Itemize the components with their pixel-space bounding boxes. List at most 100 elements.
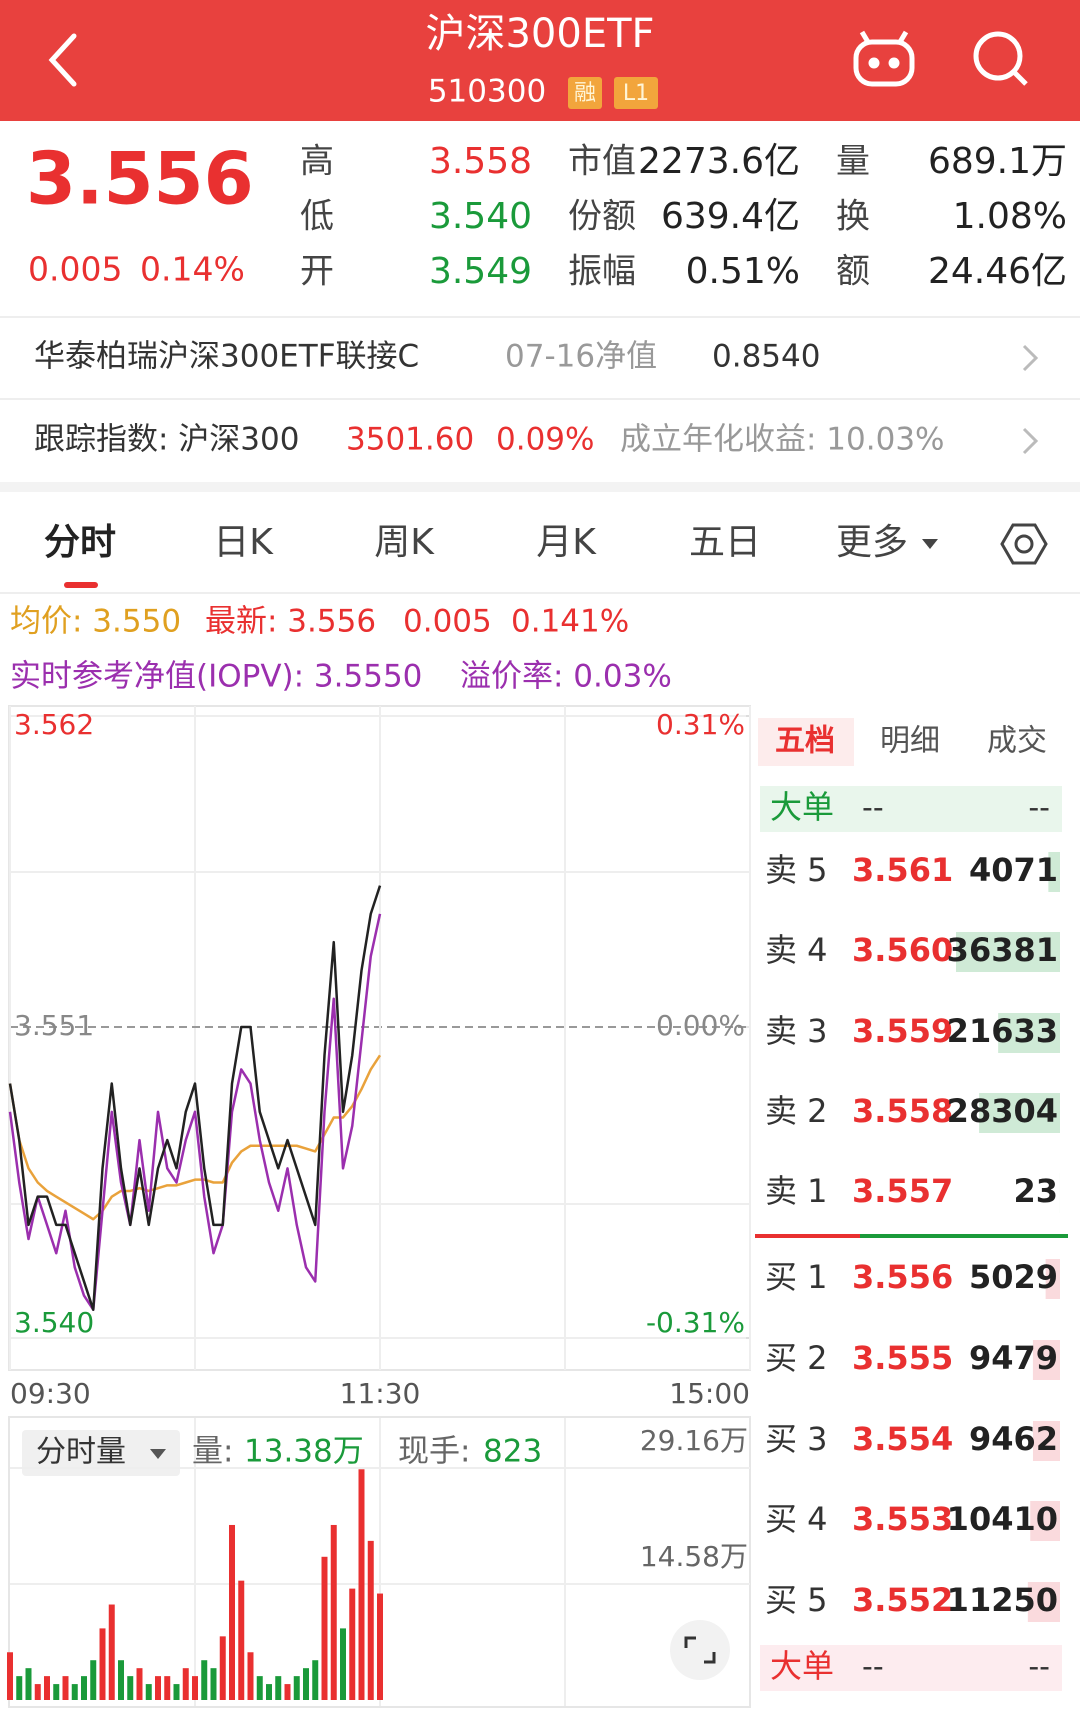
book-volume: 23 bbox=[1013, 1172, 1058, 1210]
book-price: 3.556 bbox=[852, 1258, 953, 1296]
book-volume: 10410 bbox=[947, 1500, 1058, 1538]
price-change-pct: 0.14% bbox=[140, 250, 245, 289]
big-order-value: -- bbox=[1028, 791, 1050, 826]
volume-bar bbox=[201, 1660, 208, 1700]
stat-value: 689.1万 bbox=[928, 141, 1067, 182]
volume-bar bbox=[164, 1676, 171, 1700]
fullscreen-button[interactable] bbox=[670, 1620, 730, 1680]
badge-bg bbox=[614, 77, 658, 109]
y-tick-label: 3.540 bbox=[14, 1306, 94, 1339]
book-price: 3.558 bbox=[852, 1092, 953, 1130]
book-tab[interactable]: 成交 bbox=[987, 724, 1047, 759]
volume-frame bbox=[8, 1416, 751, 1708]
settings-icon[interactable] bbox=[1000, 523, 1048, 565]
book-level: 卖 1 bbox=[765, 1172, 828, 1210]
volume-label: 量: bbox=[192, 1434, 233, 1470]
tab[interactable]: 更多 bbox=[836, 522, 908, 563]
book-price: 3.557 bbox=[852, 1172, 953, 1210]
nav-value: 0.8540 bbox=[712, 339, 820, 375]
tab[interactable]: 分时 bbox=[44, 522, 116, 563]
book-level: 卖 2 bbox=[765, 1092, 828, 1130]
stat-label: 换 bbox=[836, 197, 870, 237]
stat-value: 3.549 bbox=[429, 251, 532, 292]
volume-bar bbox=[7, 1652, 13, 1700]
volume-bar bbox=[330, 1524, 337, 1700]
volume-bar bbox=[293, 1676, 300, 1700]
search-icon[interactable] bbox=[973, 31, 1028, 86]
depth-bar bbox=[956, 932, 1060, 972]
price-change: 0.005 bbox=[28, 250, 122, 289]
stat-label: 高 bbox=[300, 142, 334, 182]
volume-bar bbox=[127, 1676, 134, 1700]
volume-value: 13.38万 bbox=[244, 1434, 364, 1470]
big-order-bg bbox=[760, 1645, 1062, 1691]
book-volume: 28304 bbox=[947, 1092, 1058, 1130]
stat-value: 3.540 bbox=[429, 196, 532, 237]
stat-label: 市值 bbox=[568, 142, 636, 182]
index-change: 0.09% bbox=[496, 422, 594, 458]
volume-bar bbox=[53, 1684, 60, 1700]
volume-bar bbox=[219, 1636, 226, 1700]
fund-name[interactable]: 华泰柏瑞沪深300ETF联接C bbox=[34, 339, 419, 375]
book-price: 3.552 bbox=[852, 1581, 953, 1619]
tab[interactable]: 五日 bbox=[689, 522, 761, 563]
volume-bar bbox=[266, 1684, 272, 1700]
stat-value: 24.46亿 bbox=[928, 251, 1067, 292]
index-label[interactable]: 跟踪指数: 沪深300 bbox=[34, 422, 299, 458]
volume-bar bbox=[377, 1593, 383, 1700]
book-tab[interactable]: 五档 bbox=[775, 724, 835, 759]
big-order-bg bbox=[760, 786, 1062, 832]
back-button[interactable] bbox=[48, 33, 77, 87]
tab[interactable]: 月K bbox=[536, 522, 597, 563]
iopv: 实时参考净值(IOPV): 3.5550 bbox=[10, 659, 422, 695]
book-level: 卖 3 bbox=[765, 1012, 828, 1050]
book-volume: 5029 bbox=[969, 1258, 1058, 1296]
book-volume: 11250 bbox=[947, 1581, 1058, 1619]
volume-bar bbox=[349, 1588, 356, 1700]
volume-bar bbox=[34, 1684, 41, 1700]
book-tab[interactable]: 明细 bbox=[880, 724, 940, 759]
volume-selector[interactable] bbox=[22, 1430, 180, 1476]
depth-bar bbox=[979, 1093, 1060, 1133]
latest-change-pct: 0.141% bbox=[511, 604, 629, 640]
chevron[interactable] bbox=[1022, 344, 1039, 372]
book-level: 买 5 bbox=[765, 1581, 828, 1619]
volume-bar bbox=[303, 1668, 309, 1700]
volume-bar bbox=[182, 1668, 189, 1700]
volume-bar bbox=[367, 1540, 374, 1700]
header-bar bbox=[0, 0, 1080, 121]
stat-label: 额 bbox=[836, 252, 870, 292]
y2-tick-label: 0.31% bbox=[656, 708, 745, 741]
depth-bar bbox=[1027, 1582, 1060, 1622]
book-level: 买 2 bbox=[765, 1339, 828, 1377]
robot-icon[interactable] bbox=[853, 30, 915, 87]
volume-bar bbox=[247, 1652, 254, 1700]
tab[interactable]: 周K bbox=[374, 522, 435, 563]
y2-tick-label: -0.31% bbox=[646, 1306, 745, 1339]
dropdown-arrow bbox=[150, 1449, 166, 1459]
volume-bar bbox=[118, 1660, 124, 1700]
y-tick-label: 14.58万 bbox=[640, 1540, 748, 1573]
y2-tick-label: 0.00% bbox=[656, 1009, 745, 1042]
stat-label: 量 bbox=[836, 142, 870, 182]
volume-title[interactable]: 分时量 bbox=[36, 1435, 126, 1470]
book-volume: 9479 bbox=[969, 1339, 1058, 1377]
volume-bar bbox=[81, 1676, 87, 1700]
volume-bar bbox=[62, 1676, 69, 1700]
chevron[interactable] bbox=[1022, 427, 1039, 455]
y-tick-label: 3.551 bbox=[14, 1009, 94, 1042]
x-tick-label: 11:30 bbox=[340, 1377, 421, 1410]
nav-label: 07-16净值 bbox=[505, 339, 657, 375]
depth-bar bbox=[1032, 1340, 1060, 1380]
book-price: 3.560 bbox=[852, 931, 953, 969]
last-price: 3.556 bbox=[26, 137, 254, 221]
tab[interactable]: 日K bbox=[213, 522, 274, 563]
depth-bar bbox=[998, 1013, 1060, 1053]
volume-bar bbox=[321, 1556, 328, 1700]
volume-bar bbox=[108, 1604, 115, 1700]
stat-value: 2273.6亿 bbox=[638, 141, 800, 182]
stat-label: 开 bbox=[300, 252, 334, 292]
y-tick-label: 3.562 bbox=[14, 708, 94, 741]
book-level: 买 4 bbox=[765, 1500, 828, 1538]
